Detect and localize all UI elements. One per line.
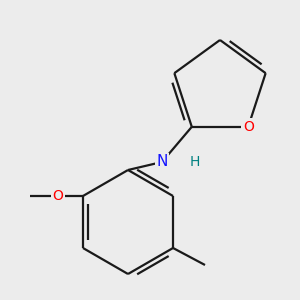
Text: N: N (156, 154, 168, 169)
Text: H: H (190, 155, 200, 169)
Text: O: O (52, 189, 63, 203)
Text: O: O (243, 120, 254, 134)
